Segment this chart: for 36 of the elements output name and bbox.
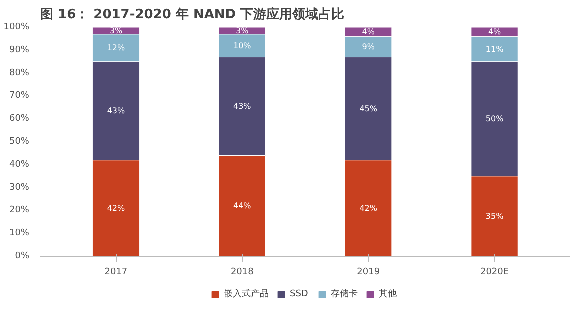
x-tick-label: 2020E	[480, 268, 510, 278]
data-label: 3%	[236, 26, 250, 36]
x-tick-label: 2019	[357, 268, 380, 278]
data-label: 42%	[107, 204, 126, 213]
data-label: 44%	[234, 202, 252, 211]
y-tick-label: 10%	[9, 228, 30, 239]
legend-label: 存储卡	[331, 288, 358, 300]
x-tick-label: 2017	[104, 268, 128, 278]
data-label: 12%	[107, 44, 126, 53]
data-label: 42%	[360, 204, 378, 213]
y-tick-label: 0%	[15, 252, 30, 262]
legend-label: SSD	[290, 289, 310, 299]
y-tick-label: 60%	[9, 114, 30, 124]
data-label: 35%	[486, 212, 504, 221]
legend-label: 其他	[379, 288, 398, 300]
data-label: 9%	[362, 42, 376, 52]
data-label: 43%	[234, 102, 252, 112]
data-label: 50%	[486, 114, 504, 124]
y-tick-label: 30%	[9, 182, 30, 193]
data-label: 11%	[486, 44, 504, 54]
data-label: 4%	[488, 28, 502, 37]
y-tick-label: 100%	[4, 22, 30, 32]
data-label: 45%	[360, 104, 378, 114]
legend-label: 嵌入式产品	[224, 288, 269, 300]
chart-title: 图 16： 2017-2020 年 NAND 下游应用领域占比	[40, 6, 345, 22]
y-tick-label: 80%	[9, 68, 30, 78]
y-tick-label: 70%	[9, 91, 30, 102]
y-tick-label: 20%	[9, 206, 30, 216]
data-label: 3%	[110, 26, 123, 36]
data-label: 4%	[362, 28, 376, 37]
y-tick-label: 50%	[9, 137, 30, 147]
x-tick-label: 2018	[230, 268, 254, 278]
data-label: 43%	[107, 106, 126, 116]
y-tick-label: 40%	[9, 160, 30, 170]
data-label: 10%	[234, 41, 252, 50]
y-tick-label: 90%	[9, 45, 30, 56]
